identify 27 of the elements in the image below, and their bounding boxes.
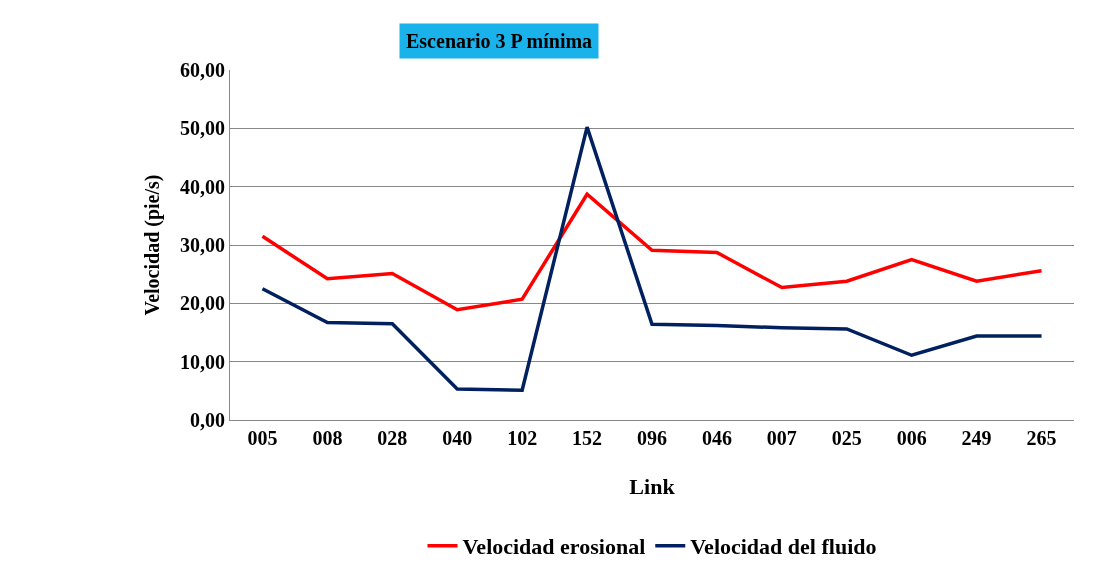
line-series [260, 125, 1044, 392]
x-tick-label: 025 [831, 427, 862, 449]
x-tick-label: 046 [701, 427, 732, 449]
y-tick-label: 20,00 [180, 292, 225, 315]
legend-label: Velocidad del fluido [690, 534, 877, 560]
line-series [260, 192, 1044, 312]
y-tick-label: 50,00 [180, 117, 225, 140]
y-tick-label: 0,00 [190, 409, 225, 431]
x-tick-label: 265 [1026, 427, 1057, 449]
x-tick-label: 040 [442, 427, 473, 449]
x-tick-label: 006 [896, 427, 927, 449]
x-axis-title: Link [629, 473, 676, 499]
x-tick-label: 008 [312, 427, 343, 449]
x-tick-label: 005 [247, 427, 278, 449]
y-tick-label: 60,00 [180, 59, 225, 81]
x-tick-label: 102 [507, 427, 538, 449]
y-axis-title: Velocidad (pie/s) [140, 174, 164, 316]
y-tick-label: 30,00 [180, 234, 225, 256]
legend-label: Velocidad erosional [462, 534, 646, 560]
x-tick-label: 096 [637, 427, 667, 449]
x-tick-label: 249 [961, 427, 992, 449]
x-tick-label: 152 [572, 427, 603, 449]
x-tick-label: 007 [766, 427, 797, 449]
y-tick-label: 10,00 [180, 350, 225, 373]
x-tick-label: 028 [377, 427, 408, 449]
chart-title: Escenario 3 P mínima [406, 30, 593, 52]
y-tick-label: 40,00 [180, 175, 225, 198]
